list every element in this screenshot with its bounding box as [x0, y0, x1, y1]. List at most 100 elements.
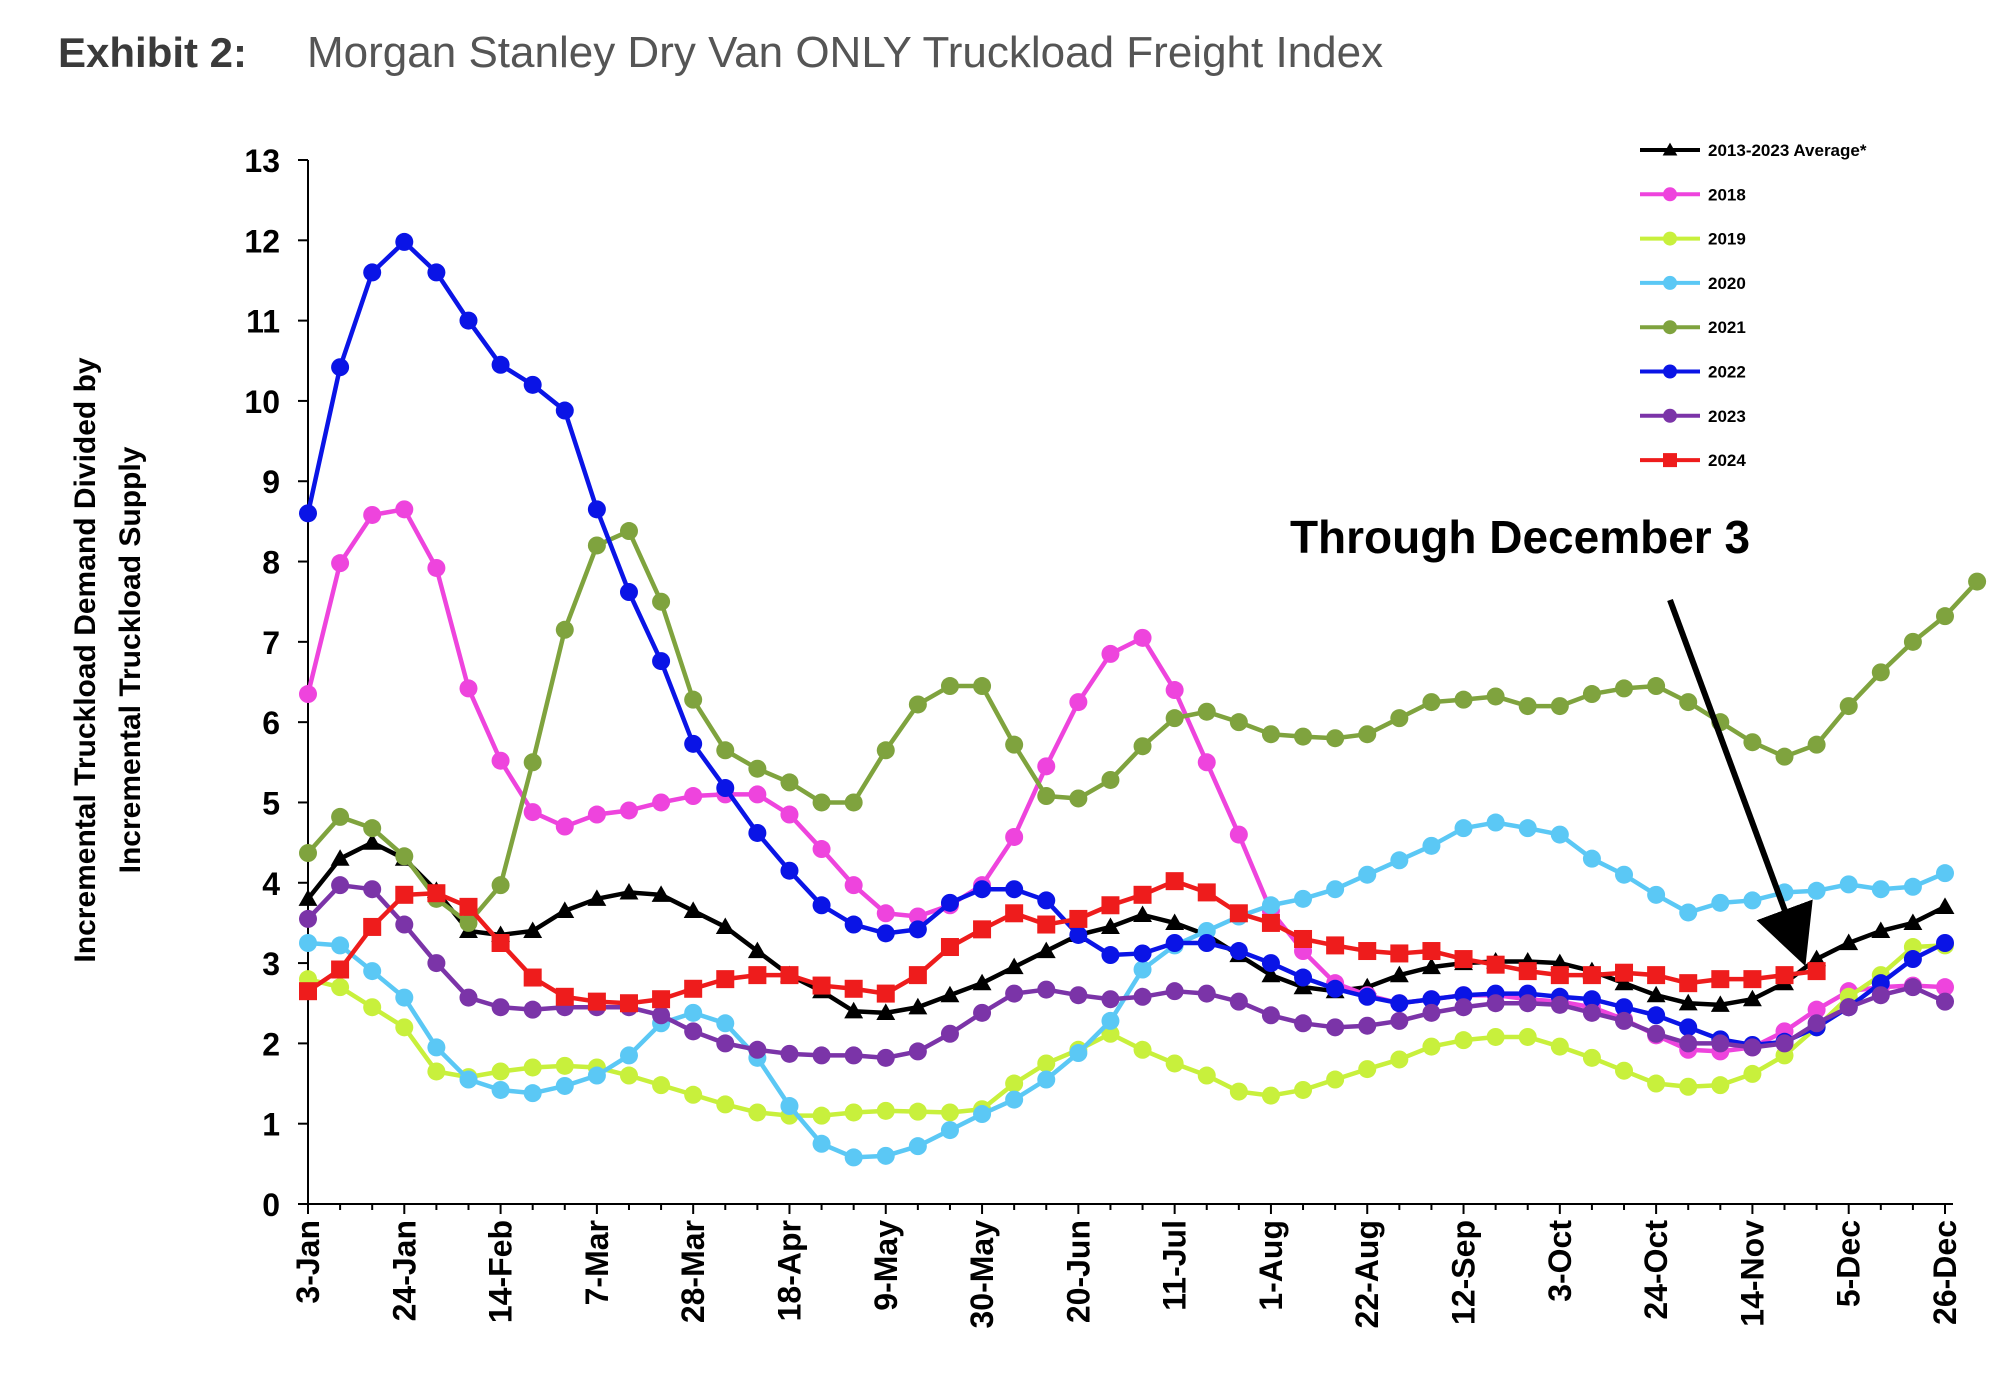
data-point [1646, 985, 1666, 1003]
data-point [587, 536, 606, 555]
data-point [299, 685, 317, 704]
data-point [1358, 1016, 1377, 1035]
x-tick-label: 11-Jul [1157, 1220, 1193, 1311]
data-point [619, 994, 638, 1013]
data-point [491, 1080, 510, 1099]
data-point [1663, 275, 1677, 290]
chart-header: Exhibit 2: Morgan Stanley Dry Van ONLY T… [58, 28, 1383, 98]
data-point [1936, 934, 1954, 952]
data-point [1390, 851, 1409, 870]
data-point [1133, 944, 1152, 963]
data-point [619, 1066, 638, 1085]
data-point [1454, 1031, 1473, 1050]
data-point [1742, 989, 1762, 1007]
data-point [299, 909, 317, 928]
data-point [652, 592, 671, 611]
data-point [299, 844, 317, 863]
data-point [491, 998, 510, 1017]
legend-item: 2023 [1640, 407, 1746, 426]
data-point [363, 880, 382, 899]
data-point [1261, 896, 1280, 915]
data-point [555, 401, 574, 420]
y-tick-label: 12 [244, 223, 280, 259]
data-point [1711, 1034, 1730, 1053]
data-point [940, 985, 960, 1003]
data-point [1936, 992, 1954, 1011]
data-point [1294, 1014, 1313, 1033]
data-point [1197, 702, 1216, 721]
data-point [716, 970, 735, 989]
data-point [523, 803, 542, 822]
data-point [523, 1058, 542, 1077]
data-point [427, 1062, 446, 1081]
data-point [1936, 864, 1954, 883]
data-point [330, 849, 350, 866]
data-point [395, 500, 414, 519]
data-point [555, 620, 574, 639]
data-point [427, 884, 446, 903]
data-point [876, 924, 895, 943]
data-point [716, 779, 735, 798]
x-tick-label: 7-Mar [579, 1220, 615, 1305]
data-point [1903, 632, 1922, 651]
data-point [587, 889, 607, 906]
data-point [491, 751, 510, 770]
data-point [1615, 963, 1634, 982]
data-point [1358, 865, 1377, 884]
x-tick-label: 20-Jun [1060, 1220, 1096, 1323]
data-point [363, 819, 382, 838]
chart-title: Morgan Stanley Dry Van ONLY Truckload Fr… [307, 28, 1384, 77]
legend-label: 2020 [1708, 274, 1746, 293]
data-point [716, 741, 735, 760]
x-tick-label: 30-May [964, 1220, 1000, 1329]
data-point [555, 901, 575, 918]
data-point [459, 913, 478, 932]
data-point [684, 690, 703, 709]
data-point [1454, 950, 1473, 969]
data-point [940, 1103, 959, 1122]
series-2022 [299, 232, 1954, 1054]
data-point [748, 1040, 767, 1059]
series-2024 [299, 872, 1826, 1013]
legend-label: 2022 [1708, 363, 1746, 382]
x-tick-label: 1-Aug [1253, 1220, 1289, 1311]
series-2019 [299, 936, 1954, 1125]
data-point [1326, 936, 1345, 955]
data-point [491, 355, 510, 374]
data-point [652, 793, 671, 812]
data-point [1422, 942, 1441, 961]
data-point [299, 982, 317, 1001]
data-point [1647, 1024, 1666, 1043]
data-point [748, 823, 767, 842]
data-point [1711, 893, 1730, 912]
data-point [1743, 970, 1762, 989]
y-tick-label: 9 [262, 464, 280, 500]
data-point [684, 979, 703, 998]
data-point [715, 917, 735, 935]
x-tick-label: 5-Dec [1831, 1220, 1867, 1307]
data-point [652, 652, 671, 671]
data-point [844, 1148, 863, 1167]
data-point [1197, 1066, 1216, 1085]
data-point [1261, 954, 1280, 973]
data-point [491, 876, 510, 895]
data-point [1165, 1054, 1184, 1073]
legend-label: 2019 [1708, 230, 1746, 249]
data-point [1807, 1014, 1826, 1033]
data-point [972, 973, 992, 991]
data-point [1839, 998, 1858, 1017]
data-point [1486, 994, 1505, 1013]
data-point [1133, 960, 1152, 979]
data-point [1069, 925, 1088, 944]
data-point [363, 998, 382, 1017]
legend-label: 2013-2023 Average* [1708, 141, 1867, 160]
series-line [305, 507, 1946, 1054]
data-point [1069, 789, 1088, 808]
data-point [555, 817, 574, 836]
data-point [908, 907, 927, 926]
data-point [587, 1066, 606, 1085]
x-tick-label: 12-Sep [1446, 1220, 1482, 1325]
x-tick-label: 22-Aug [1349, 1220, 1385, 1328]
data-point [1294, 727, 1313, 746]
data-point [1133, 885, 1152, 904]
